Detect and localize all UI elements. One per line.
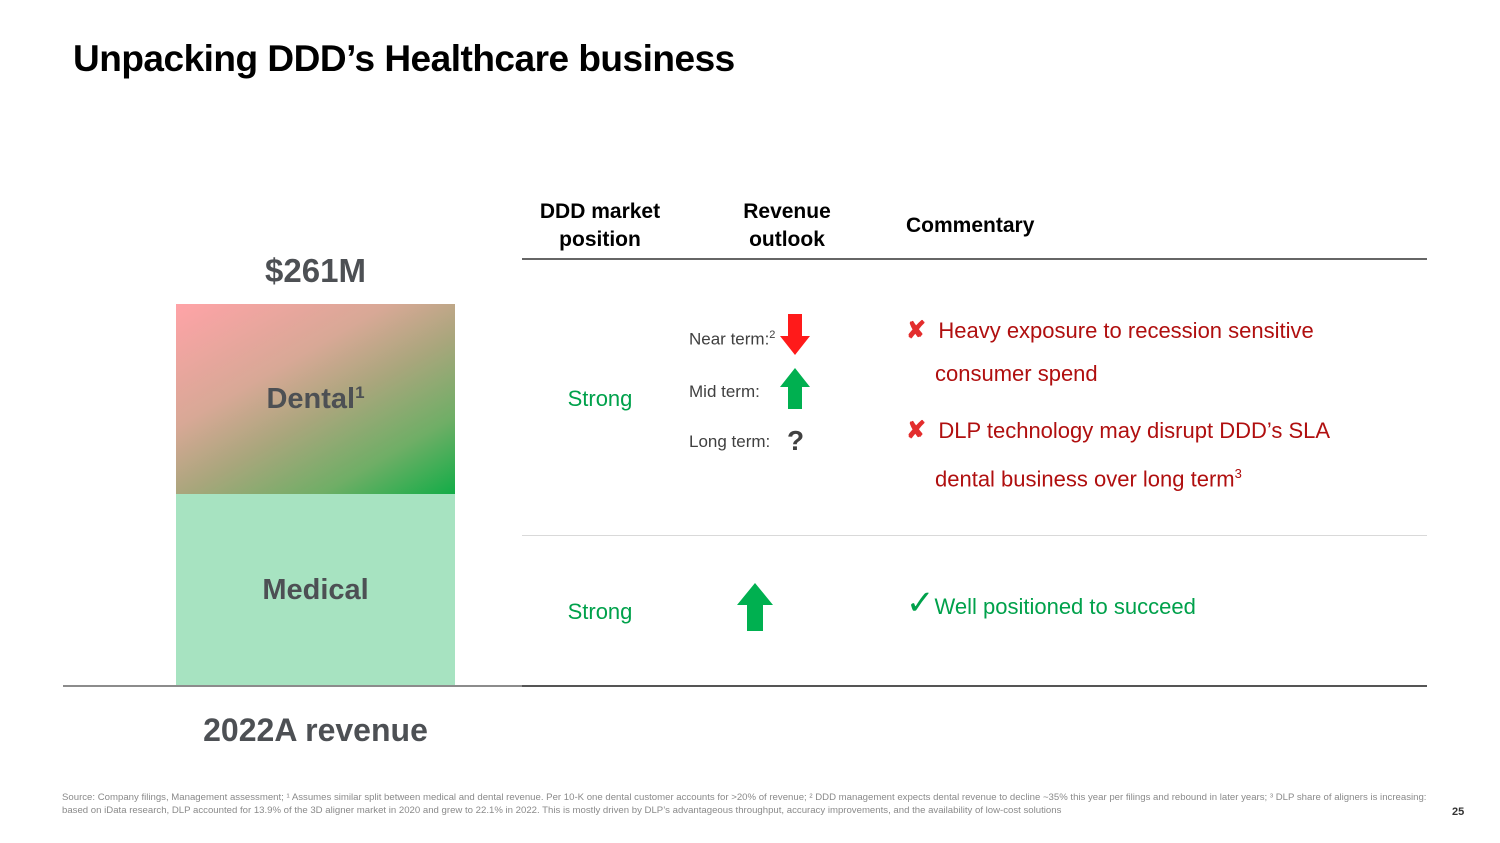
page-title: Unpacking DDD’s Healthcare business xyxy=(73,38,735,79)
header-market-position: DDD market position xyxy=(539,200,661,251)
dental-segment-label: Dental1 xyxy=(266,382,365,415)
medical-segment: Medical xyxy=(176,494,455,686)
down-arrow-icon xyxy=(780,314,810,355)
x-icon: ✘ xyxy=(906,417,927,444)
row-divider xyxy=(522,535,1427,536)
x-axis-label: 2022A revenue xyxy=(203,712,428,748)
long-term-label: Long term: xyxy=(689,432,771,451)
comment-dlp-disruption: ✘ DLP technology may disrupt DDD’s SLA d… xyxy=(906,417,1331,492)
medical-segment-label: Medical xyxy=(262,573,369,606)
header-revenue-outlook: Revenue outlook xyxy=(743,200,831,251)
up-arrow-icon xyxy=(780,368,810,409)
dental-segment: Dental1 xyxy=(176,304,455,494)
source-footnote: Source: Company filings, Management asse… xyxy=(62,792,1427,816)
table-bottom-line xyxy=(522,685,1427,687)
total-revenue-label: $261M xyxy=(265,252,366,289)
near-term-label: Near term:2 xyxy=(689,329,776,349)
question-mark-icon: ? xyxy=(787,425,805,456)
header-commentary: Commentary xyxy=(906,214,1035,237)
medical-market-position: Strong xyxy=(567,599,633,624)
x-icon: ✘ xyxy=(906,317,927,344)
comment-well-positioned: ✓Well positioned to succeed xyxy=(906,584,1196,622)
comment-recession: ✘ Heavy exposure to recession sensitive … xyxy=(906,317,1314,386)
chart-baseline xyxy=(63,685,523,687)
dental-market-position: Strong xyxy=(567,386,633,411)
check-icon: ✓ xyxy=(906,584,935,622)
up-arrow-icon xyxy=(737,583,773,631)
mid-term-label: Mid term: xyxy=(689,382,760,401)
page-number: 25 xyxy=(1452,806,1465,818)
header-divider xyxy=(522,258,1427,260)
